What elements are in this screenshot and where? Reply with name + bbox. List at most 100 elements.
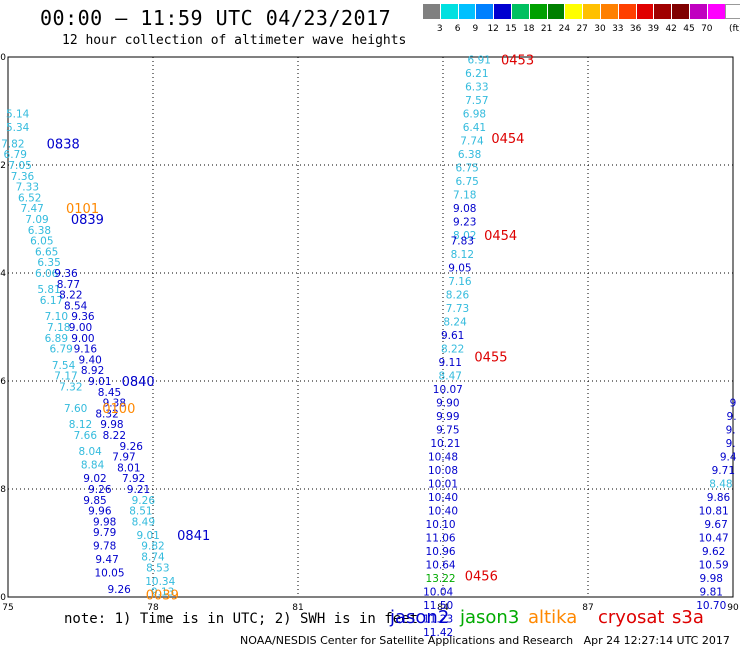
legend-item-cryosat: cryosat — [598, 607, 665, 628]
page-title: 00:00 – 11:59 UTC 04/23/2017 — [40, 6, 392, 30]
footer-timestamp: Apr 24 12:27:14 UTC 2017 — [583, 634, 730, 647]
wave-height-reading: 7.73 — [446, 303, 469, 315]
pass-time-label: 0454 — [491, 132, 524, 147]
color-scale-swatch — [724, 4, 740, 19]
wave-height-reading: 9.05 — [448, 263, 471, 275]
color-scale-swatch — [617, 4, 636, 19]
x-tick-label: 90 — [727, 603, 739, 613]
wave-height-reading: 7.92 — [122, 473, 145, 485]
wave-height-reading: 8.48 — [709, 479, 732, 491]
wave-height-reading: 9.26 — [132, 495, 156, 507]
color-scale-swatch — [600, 4, 618, 19]
wave-height-reading: 7.16 — [448, 276, 472, 288]
wave-height-reading: 10.64 — [426, 560, 456, 572]
wave-height-reading: 5.81 — [37, 284, 60, 296]
pass-time-label: 0039 — [146, 588, 179, 603]
color-scale-label: 42 — [665, 24, 677, 34]
y-tick-label: -8 — [0, 485, 6, 495]
pass-time-label: 0456 — [465, 569, 498, 584]
wave-height-reading: 10.40 — [428, 492, 458, 504]
wave-height-reading: 9.00 — [69, 322, 92, 334]
wave-height-reading: 6.75 — [455, 163, 478, 175]
color-scale-label: 39 — [647, 24, 660, 34]
wave-height-reading: 9.13 — [151, 587, 174, 599]
wave-height-reading: 7.47 — [20, 203, 43, 215]
wave-height-reading: 8.22 — [103, 430, 126, 442]
wave-height-reading: 6.79 — [4, 149, 27, 161]
wave-height-reading: 8.22 — [441, 344, 464, 356]
y-tick-label: 0 — [0, 53, 6, 63]
pass-time-label: 0838 — [47, 137, 80, 152]
wave-height-reading: 9.81 — [700, 587, 723, 599]
wave-height-reading: 10.96 — [426, 546, 456, 558]
wave-height-reading: 8.49 — [132, 516, 155, 528]
color-scale-label: 3 — [436, 24, 443, 34]
wave-height-reading: 9.71 — [712, 465, 735, 477]
wave-height-reading: 9.99 — [436, 411, 459, 423]
wave-height-reading: 10.34 — [145, 576, 175, 588]
color-scale-swatch — [706, 4, 725, 19]
wave-height-reading: 9.11 — [439, 357, 462, 369]
wave-height-reading: 9.98 — [100, 419, 123, 431]
units-note: note: 1) Time is in UTC; 2) SWH is in fe… — [64, 611, 419, 627]
color-scale-swatch — [689, 4, 707, 19]
wave-height-reading: 9. — [727, 411, 737, 423]
pass-time-label: 0454 — [484, 229, 517, 244]
wave-height-reading: 7.33 — [16, 182, 39, 194]
wave-height-reading: 9.62 — [702, 546, 725, 558]
legend-item-s3a: s3a — [672, 607, 704, 628]
wave-height-reading: 6.75 — [455, 176, 478, 188]
wave-height-reading: 9 — [730, 398, 737, 410]
wave-height-reading: 7.83 — [451, 236, 474, 248]
color-scale-label: 45 — [683, 24, 695, 34]
color-scale-unit: (ft) — [729, 24, 740, 34]
wave-height-reading: 9.38 — [103, 398, 126, 410]
color-scale-swatch — [511, 4, 529, 19]
color-scale-label: 12 — [487, 24, 499, 34]
wave-height-reading: 7.17 — [54, 371, 77, 383]
color-scale-swatch — [564, 4, 583, 19]
wave-height-reading: 6.98 — [463, 109, 486, 121]
color-scale-label: 30 — [594, 24, 606, 34]
wave-height-reading: 9.23 — [453, 217, 476, 229]
pass-time-label: 0840 — [122, 375, 155, 390]
wave-height-reading: 9.98 — [93, 516, 116, 528]
color-scale-swatch — [475, 4, 494, 19]
wave-height-reading: 9.40 — [78, 354, 101, 366]
footer-credit: NOAA/NESDIS Center for Satellite Applica… — [240, 634, 730, 647]
wave-height-reading: 10.10 — [426, 519, 456, 531]
wave-height-reading: 9.67 — [704, 519, 727, 531]
wave-height-reading: 10.07 — [433, 384, 463, 396]
wave-height-reading: 7.66 — [74, 430, 98, 442]
color-scale-label: 36 — [629, 24, 642, 34]
wave-height-reading: 9.00 — [71, 333, 94, 345]
x-tick-label: 87 — [582, 603, 593, 613]
wave-height-reading: 6.17 — [40, 295, 63, 307]
pass-time-label: 0841 — [177, 529, 210, 544]
wave-height-reading: 10.08 — [428, 465, 458, 477]
wave-height-reading: 9.75 — [436, 425, 459, 437]
wave-height-reading: 8.24 — [443, 317, 467, 329]
wave-height-reading: 7.05 — [8, 160, 31, 172]
wave-height-reading: 10.81 — [699, 506, 729, 518]
color-scale-swatch — [546, 4, 565, 19]
wave-height-reading: 9.85 — [83, 495, 106, 507]
color-scale-label: 6 — [454, 24, 461, 34]
y-tick-label: -6 — [0, 377, 6, 387]
wave-height-reading: 10.70 — [696, 600, 726, 612]
x-tick-label: 78 — [147, 603, 159, 613]
wave-height-reading: 6.38 — [28, 225, 51, 237]
wave-height-reading: 9.86 — [707, 492, 731, 504]
wave-height-reading: 11.23 — [423, 614, 453, 626]
wave-height-reading: 5.34 — [6, 122, 30, 134]
wave-height-reading: 6.79 — [49, 344, 72, 356]
wave-height-reading: 10.04 — [423, 587, 453, 599]
wave-height-reading: 6.91 — [468, 55, 491, 67]
wave-height-reading: 9.08 — [453, 203, 476, 215]
wave-height-reading: 7.18 — [47, 322, 70, 334]
wave-height-reading: 10.47 — [699, 533, 729, 545]
y-tick-label: -10 — [0, 593, 6, 603]
wave-height-reading: 9.79 — [93, 527, 116, 539]
wave-height-reading: 7.82 — [1, 138, 24, 150]
